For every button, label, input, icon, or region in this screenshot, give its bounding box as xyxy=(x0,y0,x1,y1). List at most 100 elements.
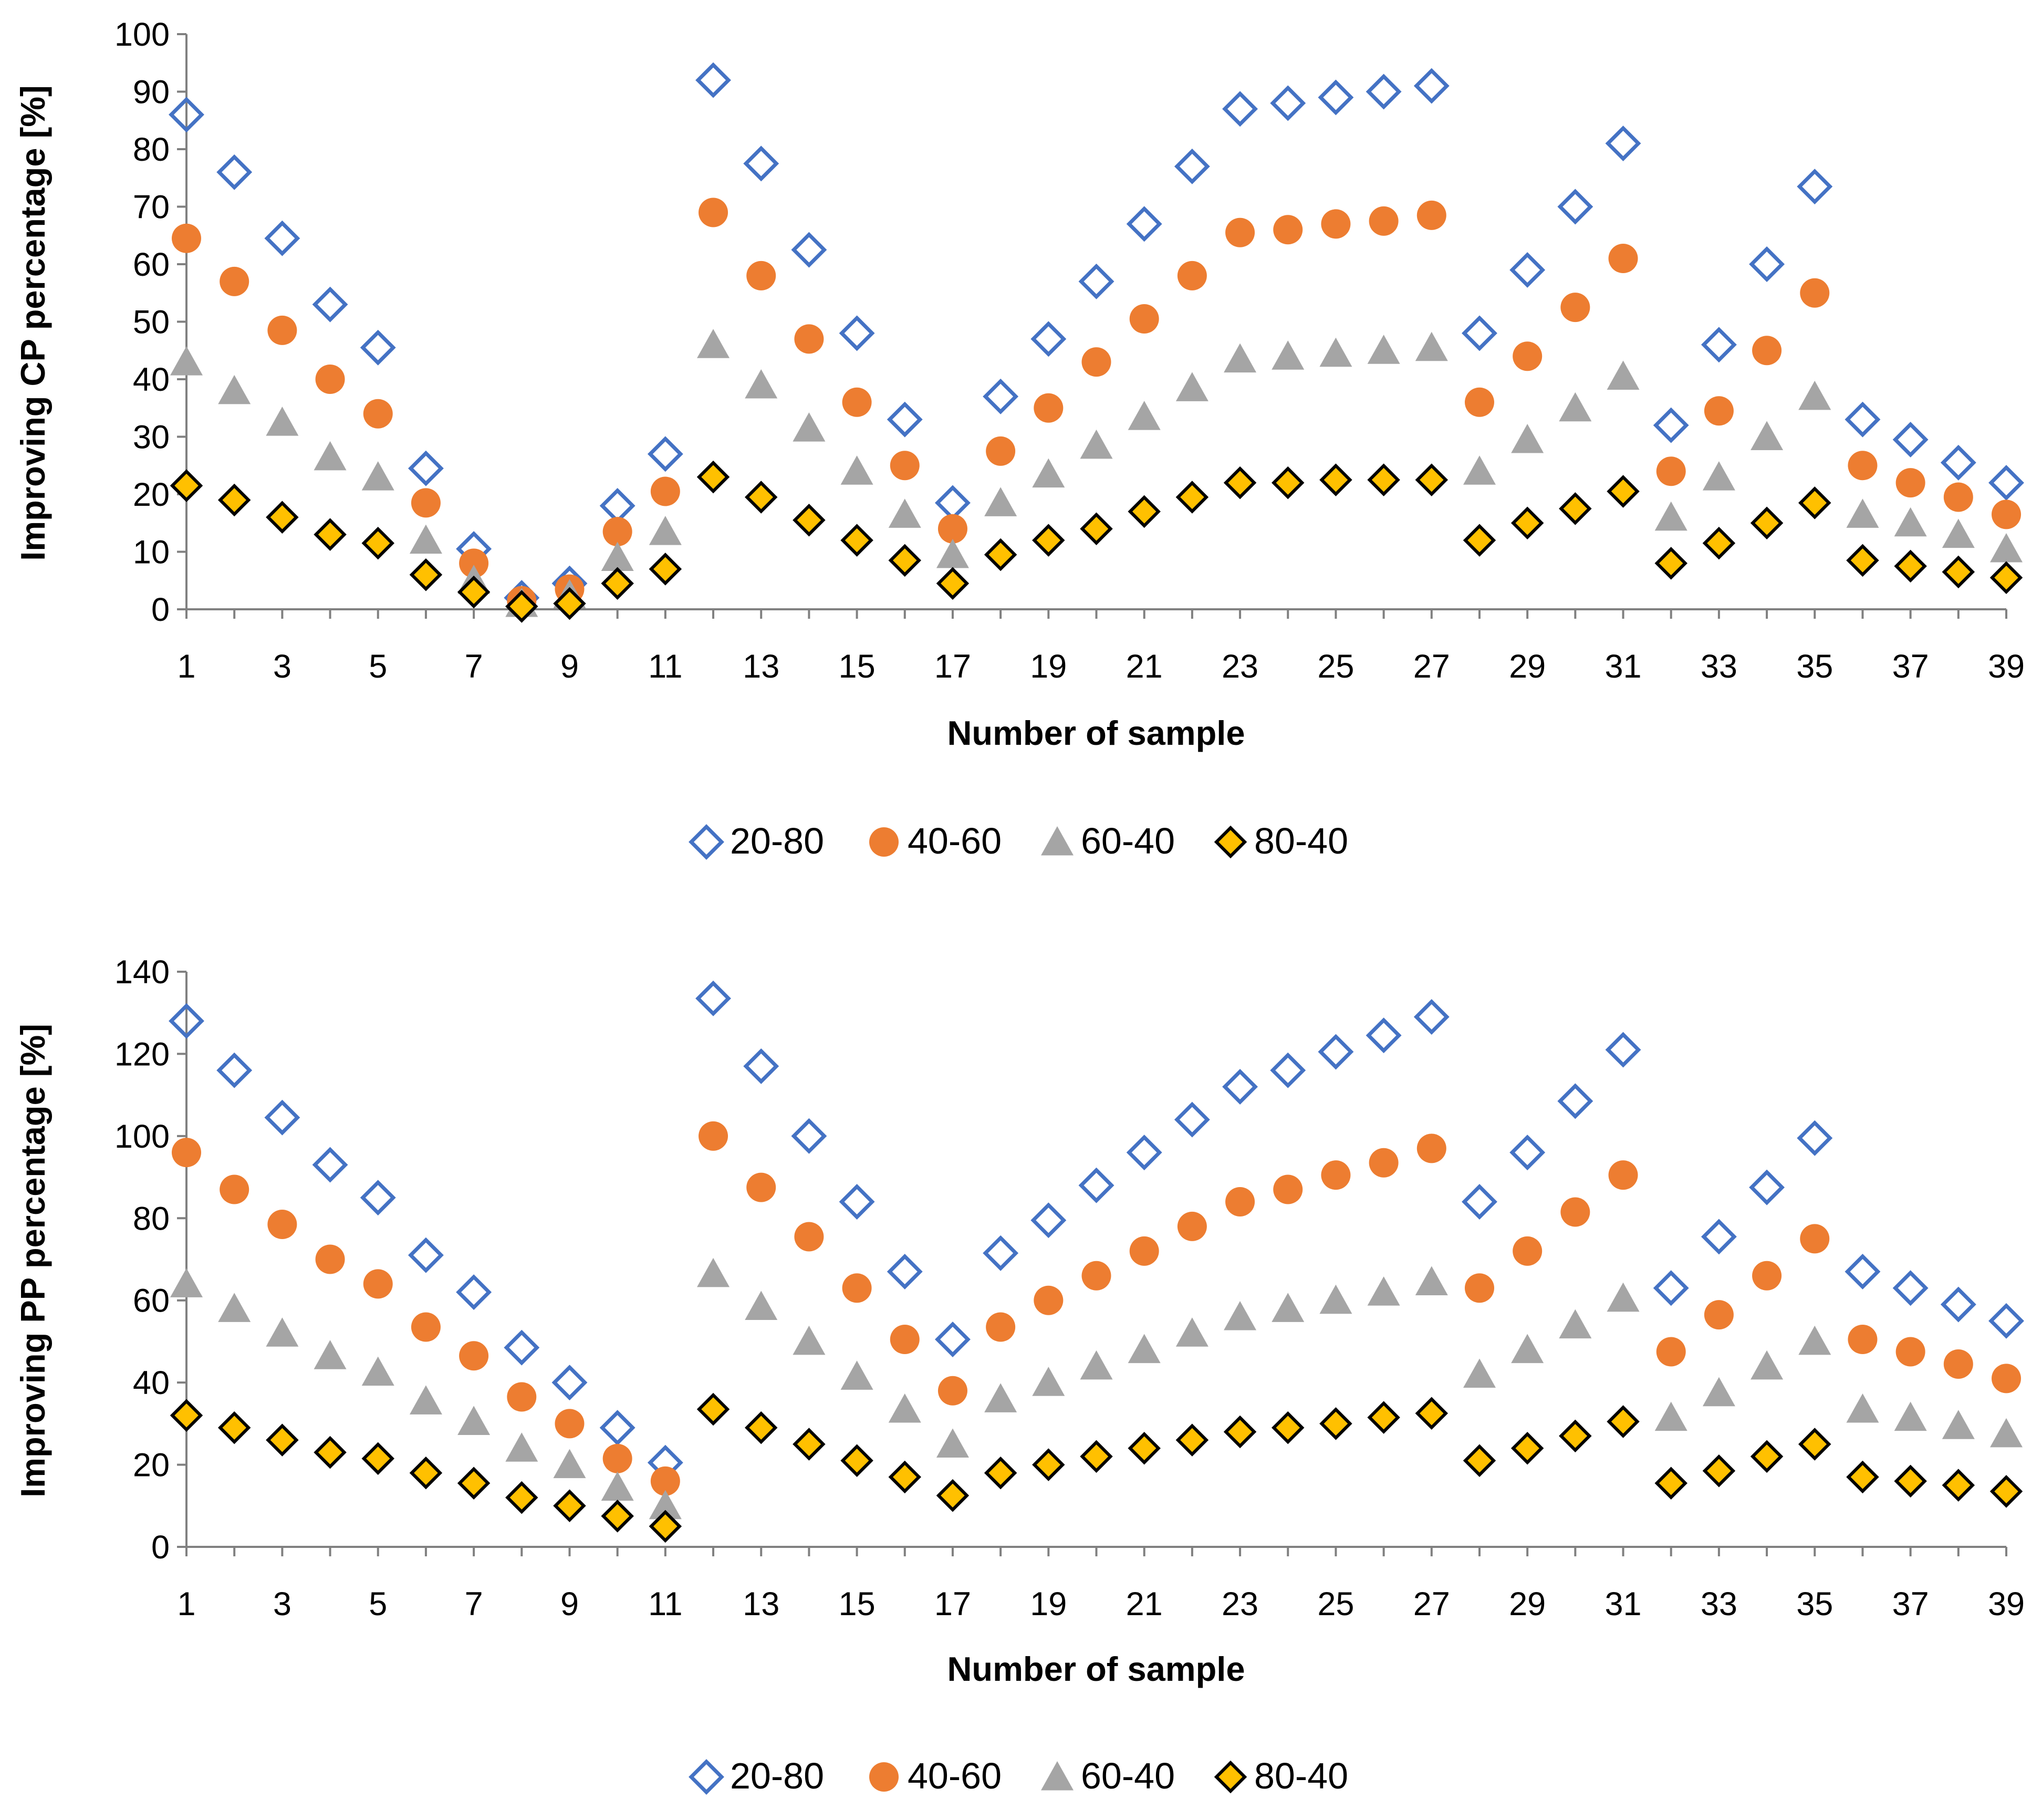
point-80-40 xyxy=(744,1411,778,1444)
x-tick-label: 19 xyxy=(1030,648,1067,685)
point-80-40 xyxy=(1989,1475,2023,1508)
point-80-40 xyxy=(217,1411,251,1444)
point-40-60 xyxy=(1895,1337,1925,1367)
point-40-60 xyxy=(1081,347,1111,377)
legend-marker-80-40 xyxy=(1214,1760,1247,1794)
point-60-40 xyxy=(1751,421,1784,450)
point-40-60 xyxy=(1943,482,1973,512)
x-axis-title: Number of sample xyxy=(947,1650,1245,1688)
x-tick-label: 39 xyxy=(1988,1586,2025,1623)
point-40-60 xyxy=(1177,1211,1207,1241)
point-20-80 xyxy=(456,1274,492,1311)
y-tick-label: 10 xyxy=(133,534,170,571)
point-20-80 xyxy=(887,1254,923,1289)
point-80-40 xyxy=(1510,1432,1544,1465)
x-tick-label: 9 xyxy=(560,648,579,685)
point-20-80 xyxy=(408,450,444,486)
point-80-40 xyxy=(1080,512,1113,545)
point-40-60 xyxy=(1321,1160,1351,1190)
x-tick-label: 15 xyxy=(839,648,876,685)
point-60-40 xyxy=(697,329,730,358)
y-tick-label: 90 xyxy=(133,74,170,111)
point-80-40 xyxy=(1894,1464,1927,1498)
point-60-40 xyxy=(314,1340,347,1369)
legend: 20-80 40-60 60-40 80-40 xyxy=(689,820,1348,861)
x-tick-label: 19 xyxy=(1030,1586,1067,1623)
point-60-40 xyxy=(218,375,251,404)
point-20-80 xyxy=(1940,444,1976,481)
point-80-40 xyxy=(1175,1423,1209,1457)
point-60-40 xyxy=(649,1490,682,1520)
point-40-60 xyxy=(1369,206,1399,236)
point-40-60 xyxy=(459,1341,489,1371)
point-60-40 xyxy=(1367,335,1400,364)
point-20-80 xyxy=(1318,79,1354,116)
point-20-80 xyxy=(1366,74,1402,110)
y-tick-label: 30 xyxy=(133,419,170,456)
point-20-80 xyxy=(1462,1184,1497,1220)
point-20-80 xyxy=(1797,169,1833,205)
point-80-40 xyxy=(409,558,443,591)
point-60-40 xyxy=(170,346,203,376)
y-tick-label: 120 xyxy=(114,1036,170,1073)
y-tick-label: 70 xyxy=(133,189,170,226)
point-60-40 xyxy=(1272,340,1305,370)
point-40-60 xyxy=(220,1174,249,1204)
point-80-40 xyxy=(361,1442,394,1475)
point-20-80 xyxy=(983,1235,1019,1271)
point-20-80 xyxy=(934,1322,971,1357)
point-20-80 xyxy=(1653,1270,1689,1306)
point-20-80 xyxy=(839,1184,875,1220)
point-20-80 xyxy=(791,232,827,268)
x-tick-label: 37 xyxy=(1892,648,1929,685)
legend-label-20-80: 20-80 xyxy=(730,1755,824,1796)
point-20-80 xyxy=(1126,206,1162,242)
point-80-40 xyxy=(1702,526,1736,560)
y-tick-label: 20 xyxy=(133,1447,170,1484)
point-80-40 xyxy=(696,1392,730,1426)
point-40-60 xyxy=(1800,278,1830,308)
point-20-80 xyxy=(1749,1169,1785,1205)
point-40-60 xyxy=(1416,200,1446,230)
point-80-40 xyxy=(1607,1405,1640,1438)
point-20-80 xyxy=(695,980,731,1016)
point-80-40 xyxy=(1367,463,1400,496)
point-40-60 xyxy=(172,223,201,253)
point-60-40 xyxy=(888,498,921,528)
point-20-80 xyxy=(1174,1101,1210,1138)
point-60-40 xyxy=(1990,533,2023,563)
y-tick-label: 40 xyxy=(133,361,170,398)
point-60-40 xyxy=(793,1325,826,1355)
point-20-80 xyxy=(1557,189,1593,225)
point-60-40 xyxy=(1751,1350,1784,1380)
point-60-40 xyxy=(888,1393,921,1423)
point-80-40 xyxy=(936,567,970,600)
point-60-40 xyxy=(936,1428,969,1458)
point-80-40 xyxy=(1415,1397,1449,1430)
point-80-40 xyxy=(457,575,491,609)
point-80-40 xyxy=(1032,1448,1065,1481)
point-80-40 xyxy=(1175,481,1209,514)
point-20-80 xyxy=(1318,1034,1354,1070)
point-60-40 xyxy=(745,369,778,399)
point-40-60 xyxy=(1656,1337,1686,1367)
point-20-80 xyxy=(1845,401,1881,438)
x-tick-label: 5 xyxy=(369,1586,387,1623)
y-tick-label: 50 xyxy=(133,304,170,341)
point-20-80 xyxy=(1988,1303,2024,1339)
point-80-40 xyxy=(1128,495,1161,528)
point-20-80 xyxy=(1126,1135,1162,1171)
point-40-60 xyxy=(1704,396,1734,426)
point-40-60 xyxy=(1177,261,1207,290)
point-40-60 xyxy=(1560,293,1590,323)
point-40-60 xyxy=(1464,1273,1494,1303)
point-20-80 xyxy=(1413,68,1450,104)
point-60-40 xyxy=(1415,1266,1448,1296)
point-60-40 xyxy=(1942,1410,1975,1439)
point-80-40 xyxy=(217,483,251,517)
point-40-60 xyxy=(937,514,967,544)
point-80-40 xyxy=(696,460,730,494)
point-40-60 xyxy=(363,1269,393,1299)
point-40-60 xyxy=(267,315,297,345)
